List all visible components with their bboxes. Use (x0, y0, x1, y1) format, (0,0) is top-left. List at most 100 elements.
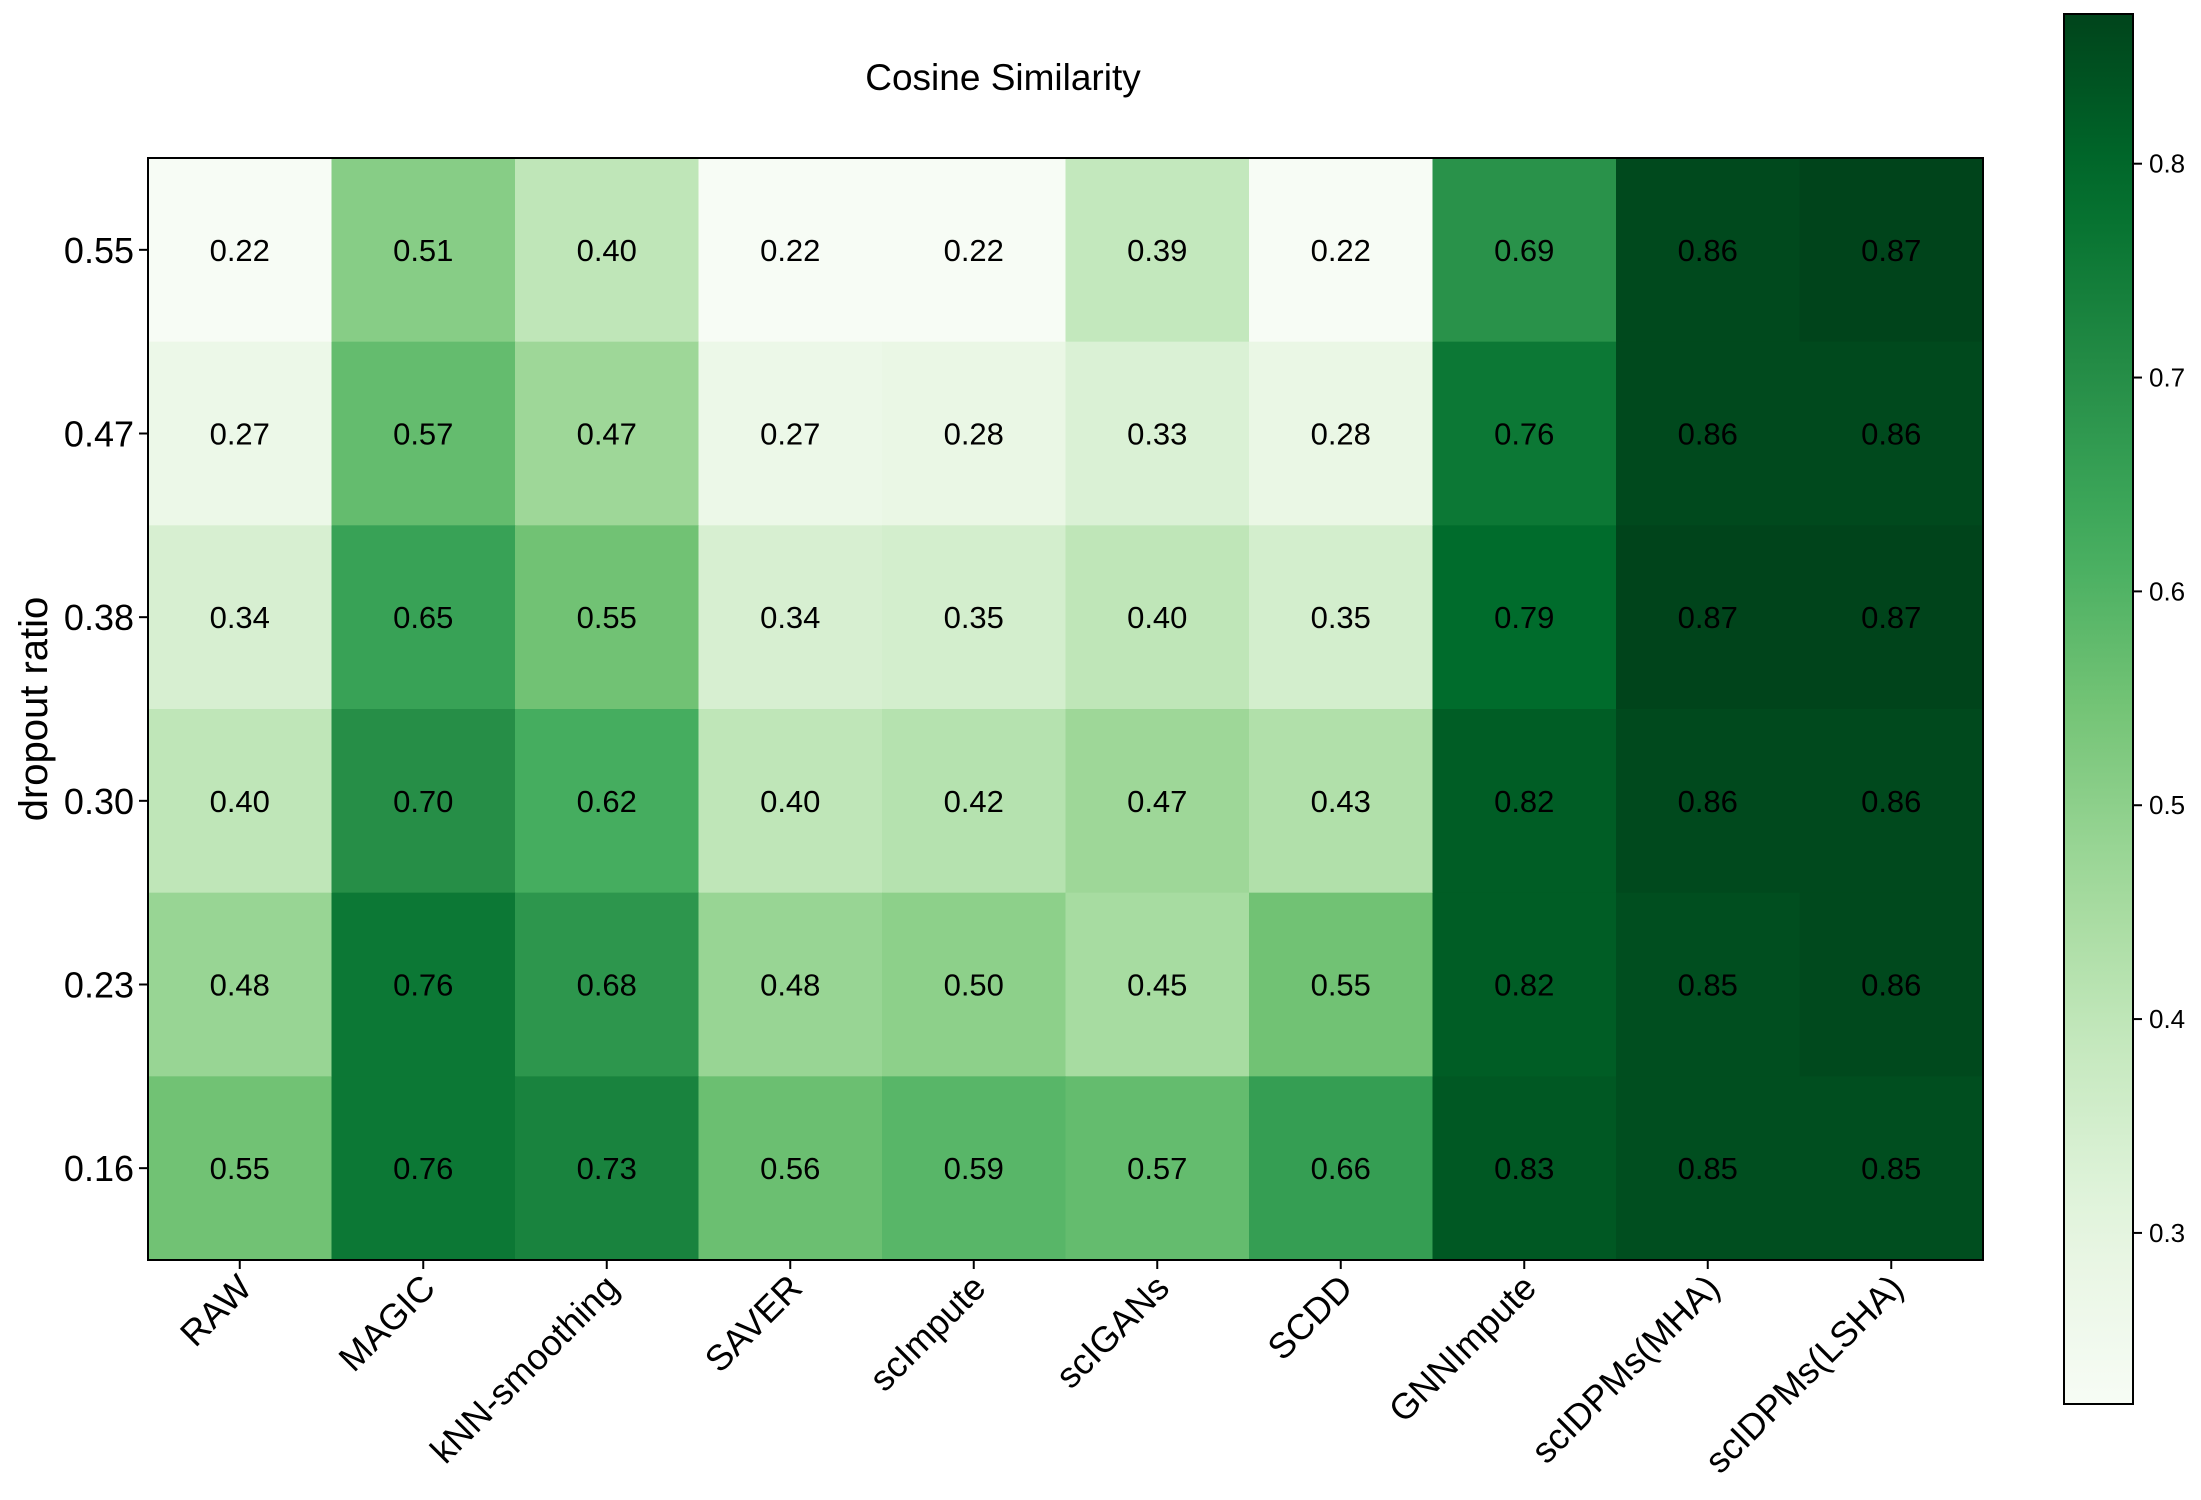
heatmap-cell (331, 341, 516, 526)
cell-value-label: 0.76 (1494, 417, 1554, 452)
cell-value-label: 0.65 (393, 600, 453, 635)
heatmap-cell (1249, 341, 1434, 526)
cell-value-label: 0.59 (944, 1151, 1004, 1186)
cell-value-label: 0.34 (760, 600, 820, 635)
heatmap-cell (698, 341, 883, 526)
colorbar-tick-label: 0.3 (2149, 1218, 2185, 1248)
heatmap-cell (1432, 709, 1617, 894)
y-axis-label: dropout ratio (12, 597, 56, 822)
heatmap-cell (1799, 709, 1984, 894)
x-tick-label: scIDPMs(LSHA) (1697, 1267, 1911, 1481)
heatmap-cell (1065, 525, 1250, 710)
cell-value-label: 0.27 (210, 417, 270, 452)
cell-value-label: 0.86 (1678, 417, 1738, 452)
heatmap-cell (698, 158, 883, 343)
heatmap-cell (1065, 341, 1250, 526)
y-tick-label: 0.23 (64, 965, 134, 1006)
cell-value-label: 0.68 (577, 968, 637, 1003)
heatmap-cell (1799, 1076, 1984, 1261)
heatmap-cell (1249, 158, 1434, 343)
x-tick-label: SCDD (1259, 1267, 1360, 1368)
x-tick-label: MAGIC (330, 1267, 442, 1379)
heatmap-cell (1616, 158, 1801, 343)
heatmap-cell (1799, 892, 1984, 1077)
x-tick-label: scIDPMs(MHA) (1523, 1267, 1727, 1471)
cell-value-label: 0.40 (210, 784, 270, 819)
heatmap-cell (331, 1076, 516, 1261)
cell-value-label: 0.43 (1311, 784, 1371, 819)
cell-value-label: 0.86 (1678, 784, 1738, 819)
heatmap-cell (882, 1076, 1067, 1261)
heatmap-cell (148, 1076, 333, 1261)
heatmap-cell (1432, 892, 1617, 1077)
cell-value-label: 0.40 (1127, 600, 1187, 635)
x-tick-label: SAVER (697, 1267, 810, 1380)
cell-value-label: 0.27 (760, 417, 820, 452)
cell-value-label: 0.40 (760, 784, 820, 819)
heatmap-cell (515, 341, 700, 526)
cell-value-label: 0.82 (1494, 784, 1554, 819)
cell-value-label: 0.86 (1861, 968, 1921, 1003)
cell-value-label: 0.83 (1494, 1151, 1554, 1186)
y-axis: 0.55 0.47 0.38 0.30 0.23 0.16 (64, 230, 148, 1189)
cell-value-label: 0.22 (760, 233, 820, 268)
cell-value-label: 0.69 (1494, 233, 1554, 268)
cell-value-label: 0.45 (1127, 968, 1187, 1003)
heatmap-cell (331, 892, 516, 1077)
cell-value-label: 0.87 (1678, 600, 1738, 635)
y-tick-label: 0.47 (64, 414, 134, 455)
cell-value-label: 0.86 (1678, 233, 1738, 268)
plot-frame (147, 157, 1984, 1261)
cell-value-label: 0.57 (1127, 1151, 1187, 1186)
cell-value-label: 0.34 (210, 600, 270, 635)
heatmap-cell (515, 158, 700, 343)
heatmap-cell (1799, 525, 1984, 710)
cell-value-label: 0.28 (944, 417, 1004, 452)
cell-value-label: 0.86 (1861, 784, 1921, 819)
colorbar-tick-label: 0.6 (2149, 576, 2185, 606)
y-tick-label: 0.38 (64, 597, 134, 638)
heatmap-cell (1065, 892, 1250, 1077)
cell-value-label: 0.82 (1494, 968, 1554, 1003)
heatmap-cell (882, 892, 1067, 1077)
colorbar-tick-label: 0.4 (2149, 1004, 2185, 1034)
cell-value-label: 0.56 (760, 1151, 820, 1186)
heatmap-cell (1616, 525, 1801, 710)
cell-value-label: 0.76 (393, 1151, 453, 1186)
y-tick-label: 0.55 (64, 230, 134, 271)
heatmap-cell (1432, 158, 1617, 343)
heatmap-cell (882, 341, 1067, 526)
cell-value-label: 0.66 (1311, 1151, 1371, 1186)
cell-value-label: 0.33 (1127, 417, 1187, 452)
x-tick-label: kNN-smoothing (422, 1267, 626, 1471)
cell-value-label: 0.48 (210, 968, 270, 1003)
cell-value-label: 0.35 (1311, 600, 1371, 635)
cell-value-label: 0.62 (577, 784, 637, 819)
heatmap-cell (1616, 1076, 1801, 1261)
cell-value-label: 0.85 (1678, 1151, 1738, 1186)
heatmap-cell (698, 1076, 883, 1261)
x-tick-label: scIGANs (1047, 1267, 1176, 1396)
colorbar-tick-label: 0.7 (2149, 363, 2185, 393)
heatmap-cell (1616, 341, 1801, 526)
heatmap-cell (1799, 341, 1984, 526)
heatmap-cell (515, 1076, 700, 1261)
cell-value-label: 0.55 (577, 600, 637, 635)
cell-value-label: 0.47 (1127, 784, 1187, 819)
cell-value-label: 0.35 (944, 600, 1004, 635)
cell-value-label: 0.86 (1861, 417, 1921, 452)
heatmap-cell (1249, 525, 1434, 710)
heatmap-cell (148, 158, 333, 343)
cell-value-labels: 0.22 0.51 0.40 0.22 0.22 0.39 0.22 0.69 0.86 0.87… (210, 233, 1922, 1186)
heatmap-cell (1432, 1076, 1617, 1261)
heatmap-cell (148, 892, 333, 1077)
heatmap-cell (148, 341, 333, 526)
heatmap-cell (1249, 1076, 1434, 1261)
cell-value-label: 0.22 (1311, 233, 1371, 268)
heatmap-cell (1065, 1076, 1250, 1261)
heatmap-cell (1065, 709, 1250, 894)
heatmap-cell (515, 709, 700, 894)
heatmap-cell (1432, 341, 1617, 526)
